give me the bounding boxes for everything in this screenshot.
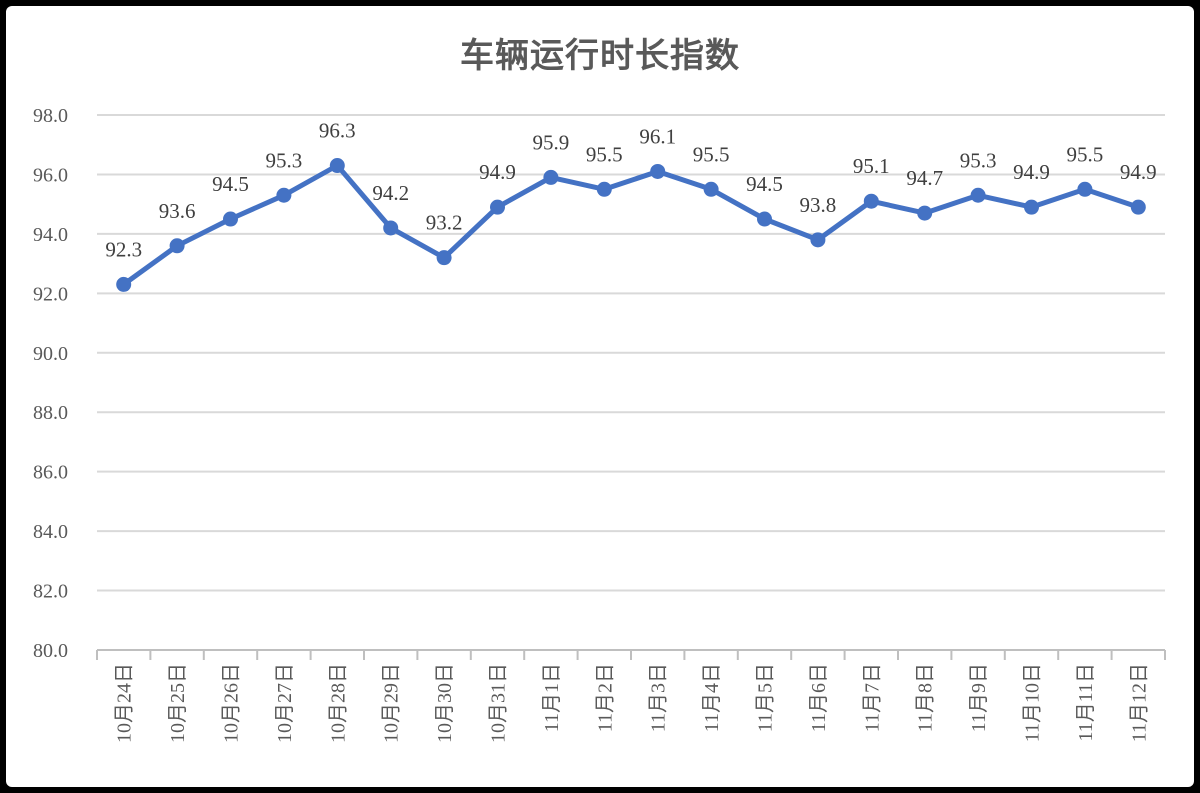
data-label: 94.2 [372, 181, 409, 205]
x-tick-label: 11月3日 [648, 663, 670, 732]
y-tick-label: 98.0 [33, 105, 68, 127]
y-tick-label: 86.0 [33, 462, 68, 484]
data-label: 95.3 [266, 148, 303, 172]
data-point [329, 158, 345, 174]
y-tick-label: 96.0 [33, 164, 68, 186]
data-label: 92.3 [105, 237, 142, 261]
data-label: 94.5 [746, 172, 783, 196]
data-label: 94.9 [1120, 160, 1157, 184]
x-tick-label: 11月9日 [968, 663, 990, 732]
x-tick-label: 11月5日 [755, 663, 777, 732]
data-point [757, 211, 772, 227]
x-tick-label: 11月1日 [541, 663, 563, 732]
x-tick-label: 10月26日 [221, 663, 243, 743]
data-point [1130, 199, 1146, 215]
data-point [383, 220, 399, 236]
data-label: 95.5 [586, 142, 623, 166]
data-point [650, 163, 666, 179]
y-tick-label: 94.0 [33, 224, 68, 246]
y-tick-label: 82.0 [33, 581, 68, 603]
x-tick-label: 11月2日 [594, 663, 616, 732]
y-tick-label: 90.0 [33, 343, 68, 365]
data-label: 96.3 [319, 119, 356, 143]
data-point [970, 187, 986, 203]
data-point [169, 238, 185, 254]
data-label: 95.5 [693, 142, 730, 166]
data-label: 93.6 [159, 199, 196, 223]
data-label: 94.7 [906, 166, 943, 190]
data-label: 94.9 [479, 160, 516, 184]
data-label: 96.1 [639, 124, 676, 148]
data-point [596, 181, 612, 197]
data-label: 95.3 [960, 148, 997, 172]
x-tick-label: 10月25日 [167, 663, 189, 743]
data-point [1024, 199, 1039, 215]
y-tick-label: 80.0 [33, 640, 68, 662]
data-point [703, 181, 719, 197]
data-label: 95.1 [853, 154, 890, 178]
x-tick-label: 10月29日 [381, 663, 403, 743]
y-tick-label: 92.0 [33, 283, 68, 305]
x-tick-label: 11月10日 [1022, 663, 1044, 742]
y-tick-label: 84.0 [33, 521, 68, 543]
x-tick-label: 11月7日 [861, 663, 883, 732]
data-label: 95.9 [533, 130, 570, 154]
data-label: 93.2 [426, 211, 463, 235]
data-point [1077, 181, 1093, 197]
data-label: 94.5 [212, 172, 249, 196]
x-tick-label: 10月28日 [327, 663, 349, 743]
x-tick-label: 11月4日 [701, 663, 723, 732]
data-point [276, 187, 292, 203]
data-point [223, 211, 238, 227]
data-label: 94.9 [1013, 160, 1050, 184]
x-tick-label: 11月6日 [808, 663, 830, 732]
data-label: 93.8 [800, 193, 837, 217]
series-line [121, 163, 1141, 287]
y-tick-label: 88.0 [33, 402, 68, 424]
x-tick-label: 10月24日 [114, 663, 136, 743]
data-point [436, 250, 452, 266]
x-tick-label: 11月12日 [1128, 663, 1150, 742]
chart-title: 车辆运行时长指数 [460, 36, 740, 76]
data-point [116, 276, 132, 292]
data-point [810, 232, 826, 248]
data-point [490, 199, 505, 215]
data-point [543, 169, 559, 185]
x-tick-label: 11月8日 [915, 663, 937, 732]
x-tick-label: 10月30日 [434, 663, 456, 743]
data-label: 95.5 [1067, 142, 1104, 166]
data-point [917, 205, 933, 221]
x-tick-label: 10月31日 [488, 663, 510, 743]
x-tick-label: 11月11日 [1075, 663, 1097, 742]
data-point [863, 193, 879, 209]
x-tick-label: 10月27日 [274, 663, 296, 743]
